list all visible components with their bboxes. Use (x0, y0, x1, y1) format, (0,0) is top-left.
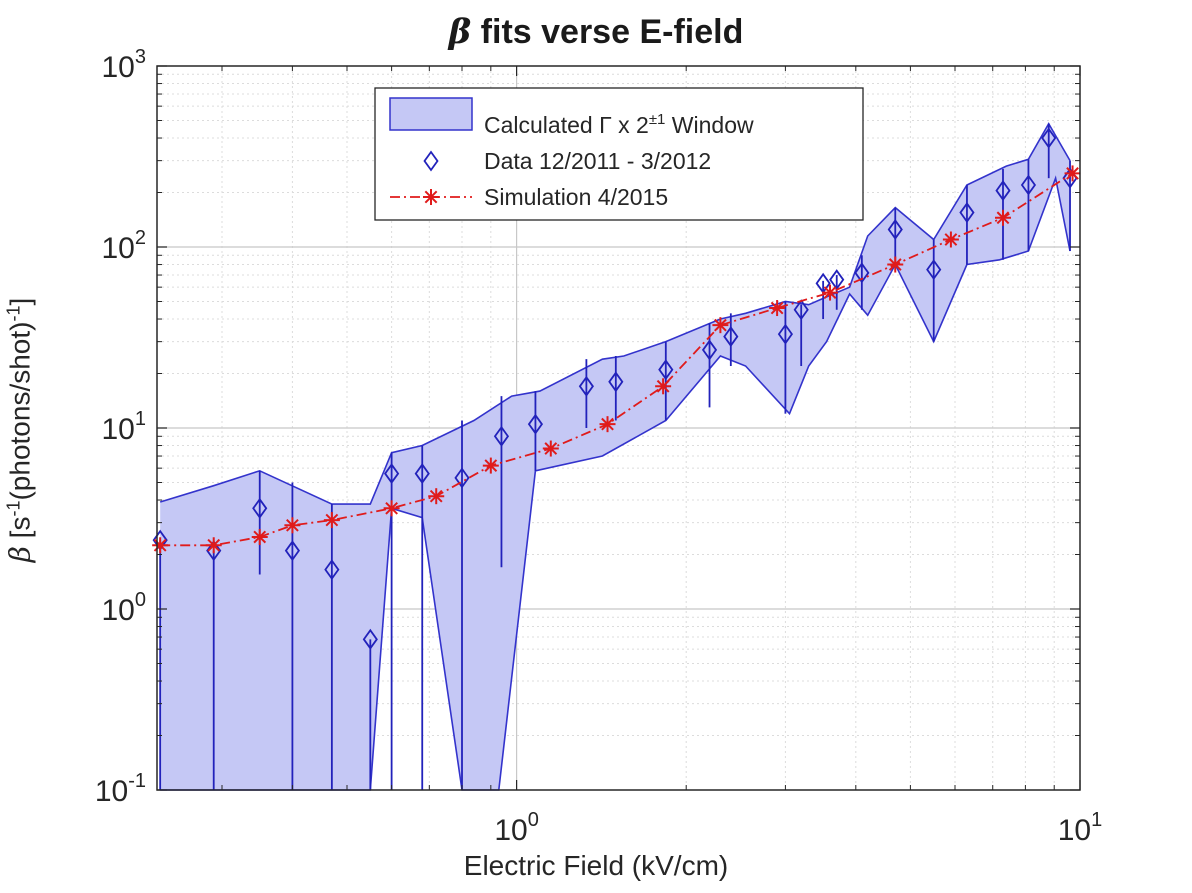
legend-entry-simulation: Simulation 4/2015 (484, 184, 668, 210)
window-band-lower-edge (160, 175, 1071, 791)
simulation-line (160, 172, 1073, 547)
data-point (723, 326, 739, 348)
simulation-point (383, 500, 400, 517)
data-point (493, 425, 510, 447)
simulation-point (323, 512, 340, 529)
data-point (1020, 174, 1037, 196)
y-tick-label: 102 (102, 227, 147, 265)
data-point (384, 463, 400, 485)
legend: Calculated Γ x 2±1 Window Data 12/2011 - … (374, 87, 864, 221)
simulation-point (542, 440, 559, 457)
data-point (362, 628, 378, 650)
data-point (454, 467, 470, 489)
simulation-point (428, 488, 445, 505)
y-tick-label: 10-1 (95, 770, 146, 808)
data-point (284, 540, 300, 562)
data-point (324, 559, 340, 581)
legend-band-swatch (389, 97, 473, 131)
x-tick-label: 100 (494, 809, 539, 847)
chart-title: β fits verse E-field (448, 12, 744, 52)
simulation-point (887, 256, 904, 273)
data-series (152, 123, 1078, 790)
simulation-point (655, 378, 672, 395)
data-point (414, 463, 430, 485)
data-point (959, 202, 975, 224)
data-point (658, 359, 674, 381)
simulation-point (482, 457, 499, 474)
simulation-point (942, 231, 959, 248)
axis-ticks (157, 65, 1081, 791)
simulation-point (599, 416, 616, 433)
data-point (578, 375, 594, 397)
data-point (1041, 127, 1057, 149)
simulation-point (152, 537, 169, 554)
data-point (829, 269, 845, 291)
simulation-series (152, 165, 1081, 554)
simulation-point (423, 189, 439, 205)
y-tick-label: 103 (102, 46, 147, 84)
data-point (854, 262, 870, 284)
y-axis-label: β [s-1(photons/shot)-1] (3, 297, 37, 563)
x-axis-label: Electric Field (kV/cm) (463, 850, 729, 881)
simulation-point (251, 528, 268, 545)
data-point (252, 497, 268, 519)
legend-diamond-marker (423, 150, 439, 172)
simulation-point (205, 537, 222, 554)
y-tick-label: 101 (102, 408, 147, 446)
data-point (608, 371, 624, 393)
simulation-point (1064, 165, 1081, 182)
simulation-point (994, 209, 1011, 226)
data-point (887, 218, 903, 240)
simulation-point (284, 517, 301, 534)
simulation-point (822, 284, 839, 301)
y-tick-label: 100 (102, 589, 147, 627)
data-point (206, 540, 222, 562)
legend-entry-window: Calculated Γ x 2±1 Window (484, 111, 754, 138)
data-point (995, 180, 1011, 202)
data-point (527, 413, 544, 435)
data-point (926, 259, 942, 281)
data-point (777, 323, 793, 345)
simulation-point (712, 317, 729, 334)
x-tick-label: 101 (1058, 809, 1103, 847)
simulation-point (769, 300, 786, 317)
legend-entry-data: Data 12/2011 - 3/2012 (484, 148, 711, 174)
data-point (793, 299, 809, 321)
data-point (701, 339, 718, 361)
